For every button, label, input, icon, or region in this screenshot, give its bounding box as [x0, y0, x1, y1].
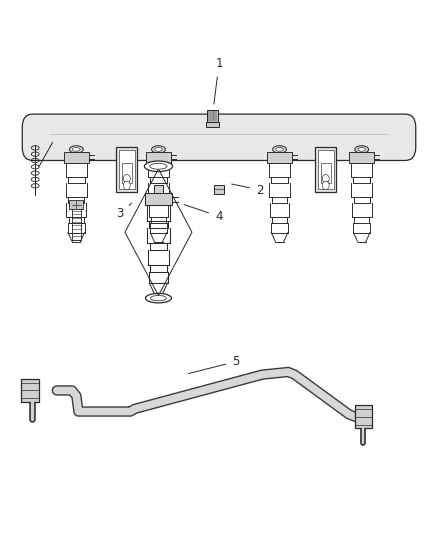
Bar [64, 151, 88, 163]
Bar [21, 379, 39, 402]
Ellipse shape [355, 146, 369, 153]
Ellipse shape [150, 164, 167, 169]
Ellipse shape [145, 293, 171, 303]
Bar [117, 147, 137, 192]
Bar [350, 151, 374, 163]
Bar [122, 163, 132, 183]
Text: 1: 1 [214, 57, 223, 104]
Circle shape [124, 181, 130, 190]
Circle shape [322, 181, 329, 190]
Bar [321, 163, 331, 183]
Ellipse shape [69, 146, 83, 153]
Bar [355, 405, 372, 429]
Bar [69, 199, 83, 209]
Bar [206, 122, 219, 127]
Bar [154, 185, 163, 193]
Ellipse shape [151, 295, 166, 301]
Text: 5: 5 [188, 355, 240, 374]
Bar [119, 150, 135, 190]
Ellipse shape [276, 148, 283, 151]
Bar [318, 150, 334, 190]
Bar [214, 185, 224, 194]
Ellipse shape [358, 148, 366, 151]
Bar [315, 147, 336, 192]
Text: 4: 4 [184, 205, 223, 223]
Text: 2: 2 [232, 183, 264, 197]
Ellipse shape [155, 148, 162, 151]
Bar [146, 151, 171, 163]
Ellipse shape [72, 148, 80, 151]
FancyBboxPatch shape [22, 114, 416, 160]
Circle shape [322, 174, 329, 183]
Bar [145, 193, 172, 205]
Text: 3: 3 [116, 203, 131, 220]
Circle shape [124, 174, 130, 183]
Bar [267, 151, 292, 163]
Ellipse shape [152, 146, 166, 153]
Bar [207, 110, 218, 122]
Ellipse shape [145, 161, 173, 172]
Ellipse shape [272, 146, 286, 153]
